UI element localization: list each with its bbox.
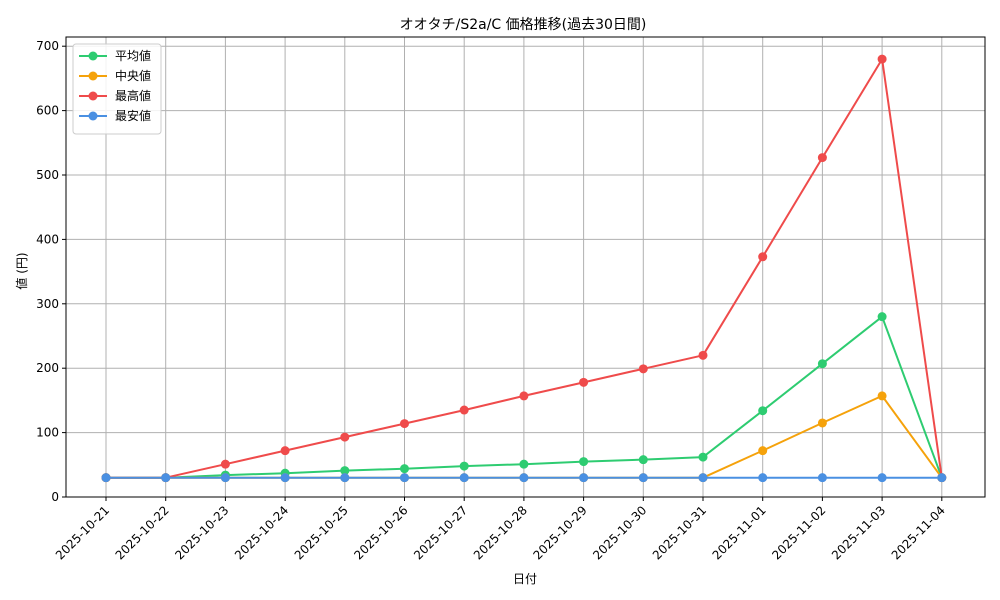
legend-label: 平均値	[115, 48, 151, 63]
legend-label: 最高値	[115, 88, 151, 103]
legend-item: 最高値	[79, 88, 151, 103]
legend-item: 平均値	[79, 48, 151, 63]
y-tick-label: 700	[36, 39, 59, 53]
data-point	[579, 457, 589, 467]
legend-item: 中央値	[79, 68, 151, 83]
data-point	[459, 473, 469, 483]
data-point	[519, 459, 529, 469]
data-point	[817, 418, 827, 428]
data-point	[638, 455, 648, 465]
data-point	[459, 405, 469, 415]
data-point	[877, 54, 887, 64]
data-point	[758, 406, 768, 416]
grid	[66, 37, 985, 498]
legend-swatch-marker	[88, 111, 98, 121]
data-point	[101, 473, 111, 483]
data-point	[937, 473, 947, 483]
y-tick-label: 200	[36, 361, 59, 375]
data-point	[161, 473, 171, 483]
data-point	[340, 432, 350, 442]
data-point	[459, 461, 469, 471]
legend-box	[72, 43, 162, 135]
y-tick-label: 100	[36, 426, 59, 440]
data-point	[220, 459, 230, 469]
data-point	[877, 312, 887, 322]
data-point	[400, 419, 409, 429]
legend-swatch-marker	[88, 91, 98, 101]
data-point	[340, 473, 350, 483]
data-point	[698, 473, 708, 483]
data-point	[698, 350, 708, 360]
y-tick-label: 300	[36, 297, 59, 311]
data-point	[579, 473, 589, 483]
legend-swatch-marker	[88, 51, 98, 61]
data-point	[877, 473, 887, 483]
data-point	[579, 377, 589, 387]
legend-label: 中央値	[115, 68, 151, 83]
data-point	[817, 153, 827, 163]
data-point	[638, 473, 648, 483]
legend-label: 最安値	[115, 108, 151, 123]
data-point	[220, 473, 230, 483]
y-tick-label: 600	[36, 104, 59, 118]
data-point	[519, 391, 529, 401]
legend-swatch-marker	[88, 71, 98, 81]
data-point	[400, 473, 409, 483]
series-4	[101, 473, 947, 483]
y-tick-label: 500	[36, 168, 59, 182]
data-point	[758, 446, 768, 456]
data-point	[698, 452, 708, 462]
plot-frame	[65, 36, 986, 498]
data-point	[758, 473, 768, 483]
data-point	[340, 466, 350, 476]
chart-title: オオタチ/S2a/C 価格推移(過去30日間)	[400, 17, 647, 33]
series-layer	[101, 54, 947, 483]
data-point	[817, 359, 827, 369]
data-point	[519, 473, 529, 483]
y-tick-label: 400	[36, 232, 59, 246]
x-axis-title: 日付	[513, 572, 537, 586]
data-point	[638, 364, 648, 374]
y-axis-title: 値 (円)	[14, 252, 29, 289]
data-point	[280, 473, 290, 483]
y-tick-label: 0	[51, 490, 59, 504]
legend-item: 最安値	[79, 108, 151, 123]
data-point	[758, 252, 768, 262]
data-point	[280, 446, 290, 456]
data-point	[817, 473, 827, 483]
data-point	[877, 391, 887, 401]
data-point	[400, 464, 409, 474]
